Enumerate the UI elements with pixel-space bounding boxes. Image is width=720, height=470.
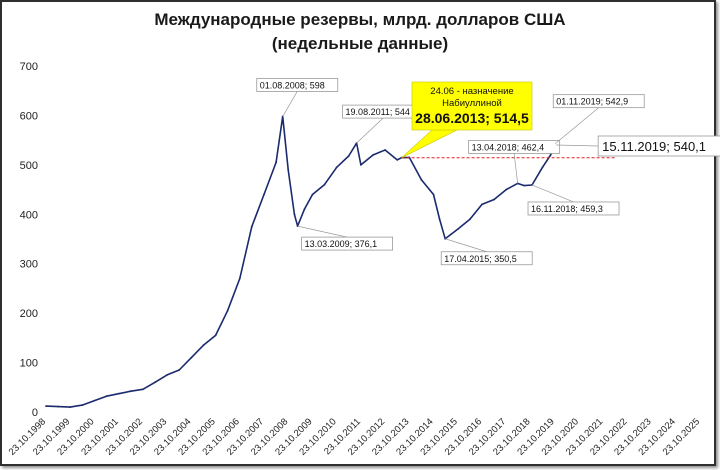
annotation-label: 16.11.2018; 459,3 [531, 204, 603, 214]
series-point [81, 404, 84, 406]
annotation-leader [556, 144, 599, 147]
series-point [347, 155, 350, 157]
annotation-leader [356, 117, 384, 144]
series-point [493, 198, 495, 201]
annotation-box [301, 236, 393, 251]
annotation-box [440, 251, 533, 266]
series-point [142, 388, 144, 391]
callout-box [411, 81, 533, 131]
series-point [360, 164, 362, 166]
callout-line3: 28.06.2013; 514,5 [415, 110, 529, 126]
series-point [311, 193, 314, 196]
annotation-label-large: 15.11.2019; 540,1 [602, 139, 706, 154]
series-point [226, 309, 229, 312]
y-tick-label: 200 [20, 308, 38, 320]
series-point [549, 154, 552, 156]
series-point [523, 184, 526, 187]
callout-line2: Набиуллиной [442, 98, 502, 109]
series-point [420, 178, 423, 181]
annotation-label: 19.08.2011; 544 [346, 107, 410, 117]
series-point [438, 218, 441, 221]
series-point [323, 183, 326, 186]
annotation-leader [555, 107, 599, 144]
series-point [372, 154, 374, 156]
series-line [45, 115, 557, 408]
chart-title-line2: (недельные данные) [271, 34, 449, 53]
series-point [541, 166, 544, 169]
series-point [263, 193, 265, 196]
annotation-box [468, 140, 561, 154]
y-tick-label: 400 [20, 209, 38, 221]
series-point [105, 395, 108, 398]
series-point [303, 208, 306, 211]
annotation-box [552, 94, 645, 109]
series-point [178, 369, 181, 371]
annotation-leader [513, 153, 518, 184]
annotation-label: 01.08.2008; 598 [260, 80, 325, 90]
series-point [166, 374, 169, 376]
y-tick-label: 600 [20, 110, 38, 122]
series-point [238, 277, 241, 280]
annotation-leader [445, 238, 487, 253]
series-point [57, 405, 59, 408]
series-point [505, 188, 508, 191]
y-tick-label: 700 [20, 61, 38, 73]
series-point [250, 225, 253, 228]
callout-line1: 24.06 - назначение [430, 86, 513, 97]
series-point [117, 392, 120, 395]
y-tick-label: 0 [32, 407, 38, 419]
annotation-box-large [597, 135, 720, 157]
annotation-label: 13.03.2009; 376,1 [305, 239, 378, 249]
annotation-leader [531, 184, 574, 203]
series-point [287, 168, 290, 171]
series-point [154, 381, 156, 384]
annotation-box [256, 78, 339, 92]
annotation-label: 13.04.2018; 462,4 [472, 142, 545, 152]
annotation-label: 01.11.2019; 542,9 [556, 97, 628, 107]
annotation-leader [297, 225, 348, 238]
series-point [129, 390, 132, 393]
series-point [481, 203, 483, 206]
y-tick-label: 100 [20, 358, 38, 370]
series-point [335, 166, 338, 169]
y-tick-label: 500 [20, 160, 38, 172]
series-point [384, 149, 386, 151]
series-point [214, 334, 217, 337]
series-point [293, 213, 296, 216]
series-point [456, 228, 459, 231]
series-point [275, 161, 277, 164]
chart-title: Международные резервы, млрд. долларов СШ… [0, 8, 720, 56]
series-point [45, 405, 47, 407]
series-point [69, 406, 72, 408]
annotation-label: 17.04.2015; 350,5 [444, 254, 517, 264]
series-point [469, 218, 471, 221]
chart-title-line1: Международные резервы, млрд. долларов СШ… [154, 10, 566, 29]
callout-pointer [401, 129, 458, 158]
annotation-leader [282, 91, 298, 117]
series-point [190, 356, 193, 359]
series-point [93, 399, 96, 402]
series-point [432, 193, 435, 196]
series-point [202, 344, 205, 347]
series-point [396, 159, 399, 161]
annotation-box [527, 201, 620, 216]
y-tick-label: 300 [20, 259, 38, 271]
